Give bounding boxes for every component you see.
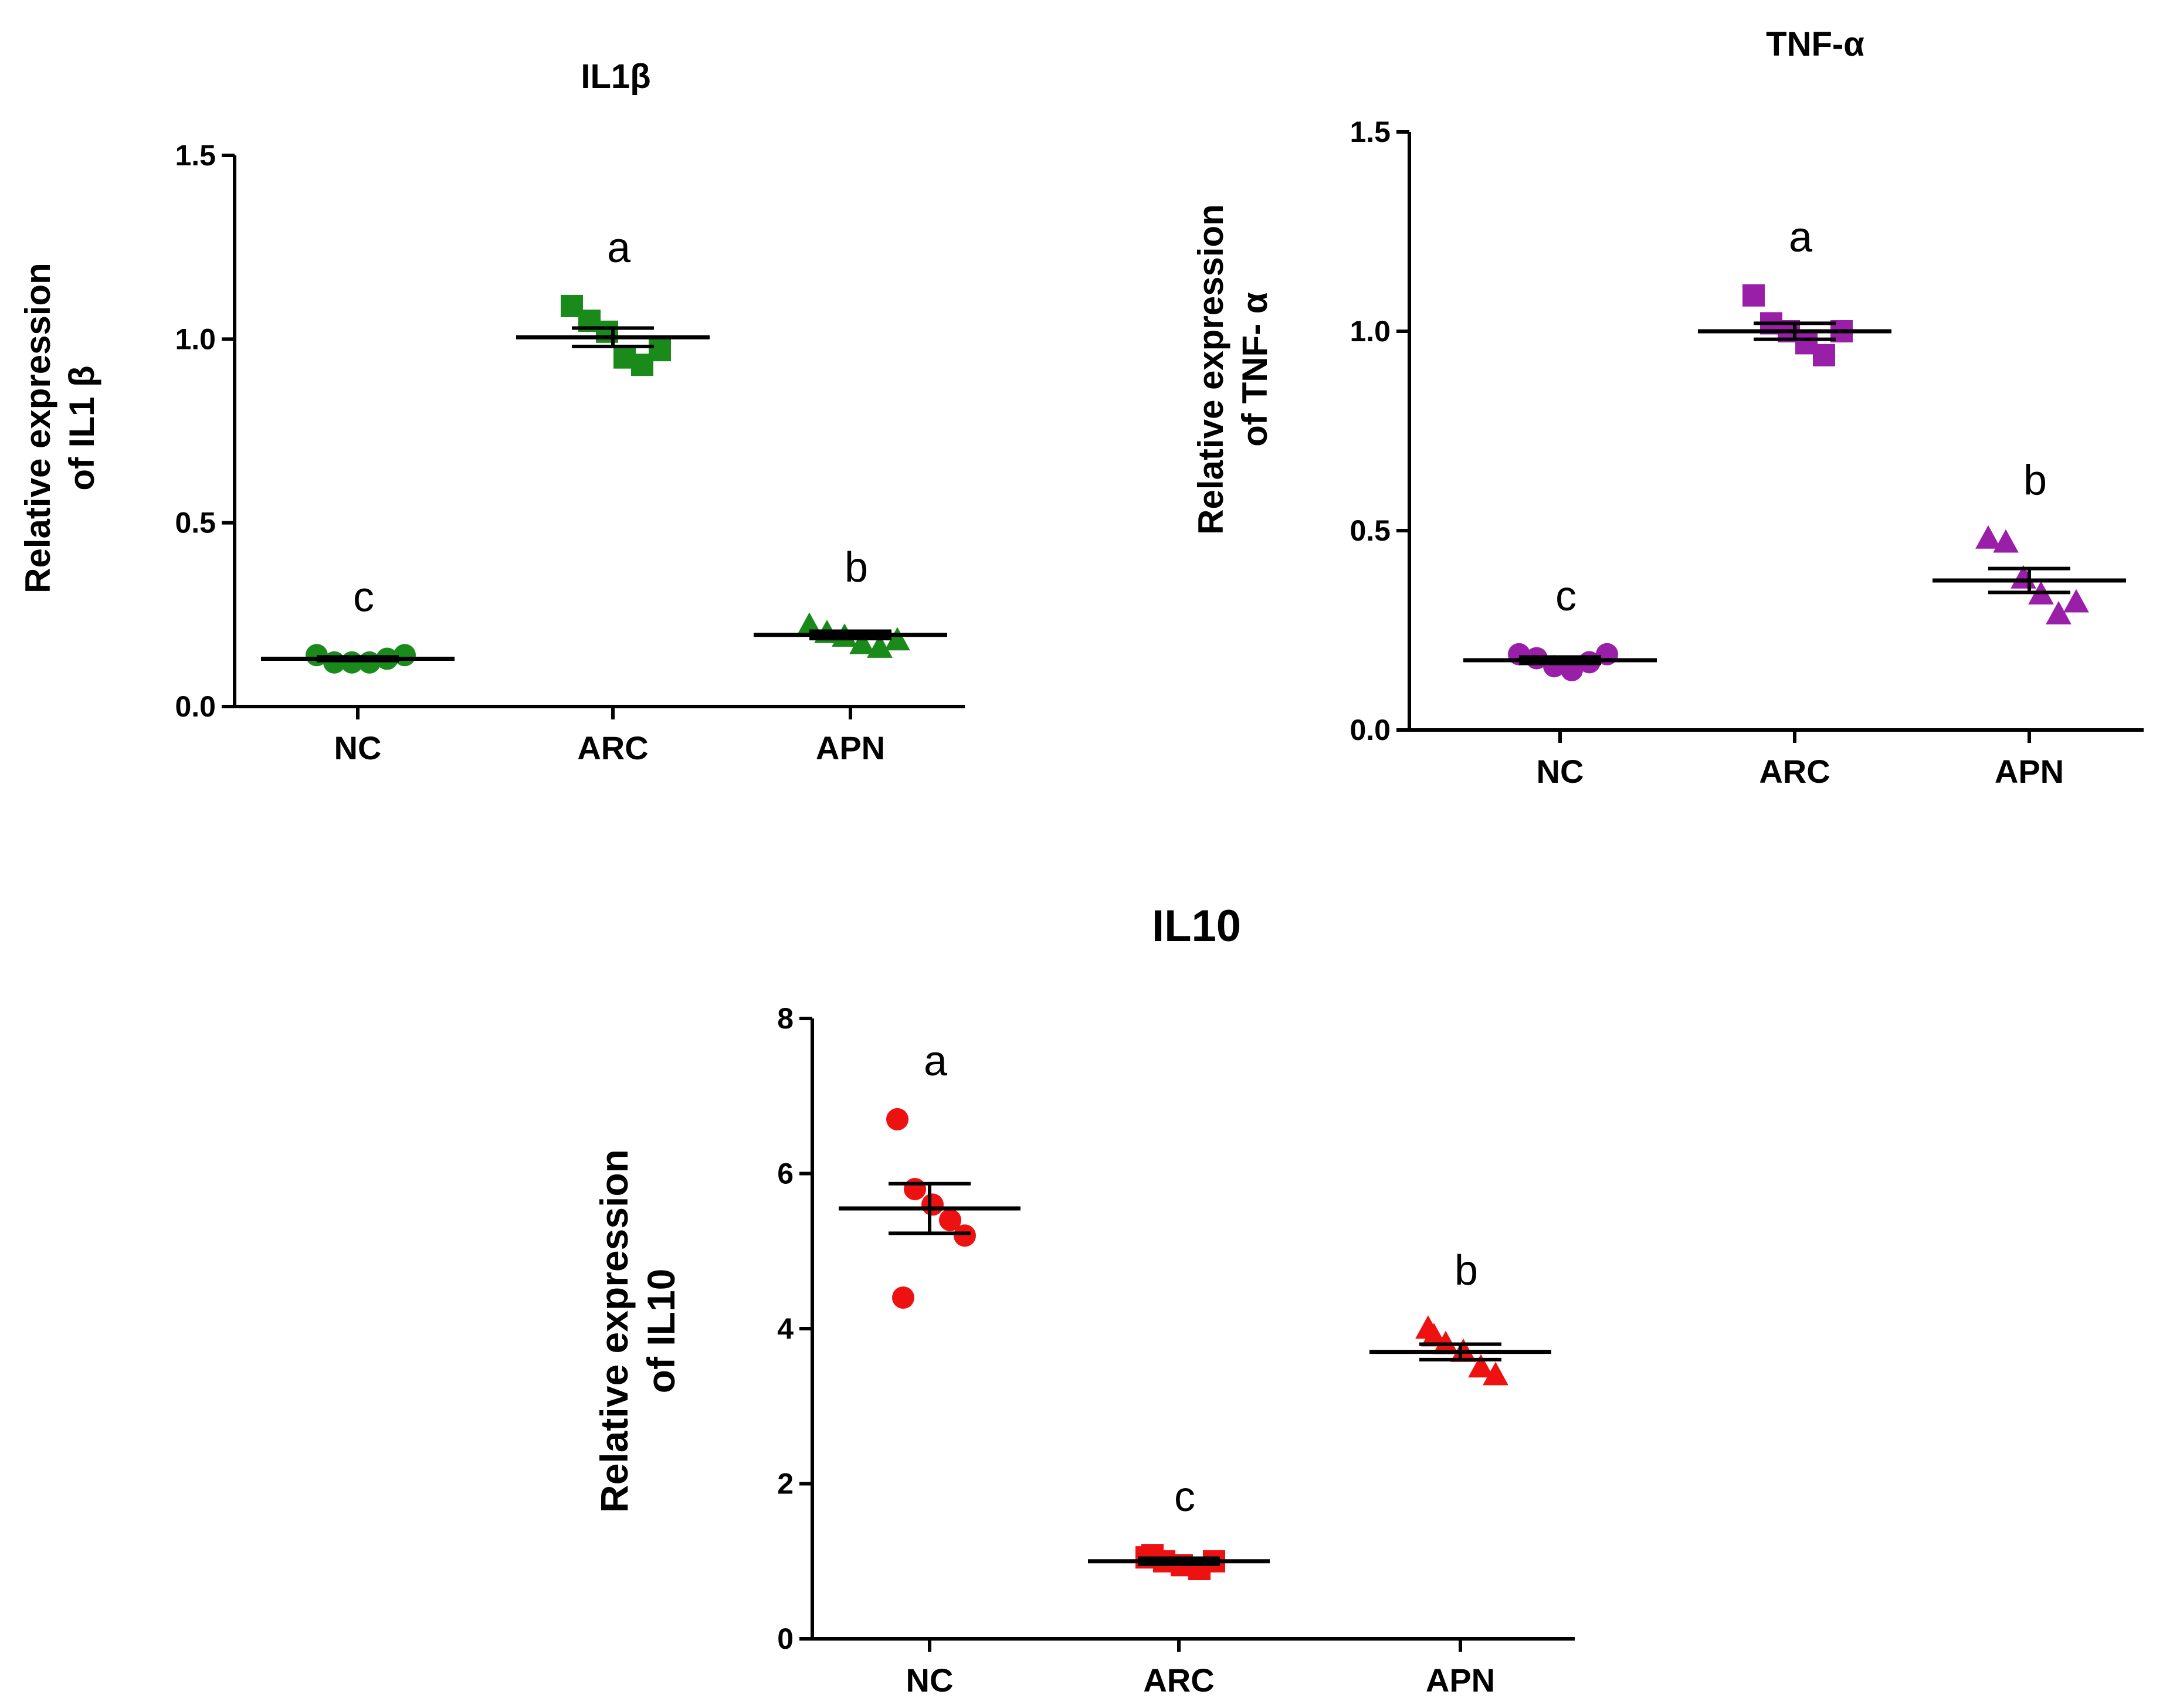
y-tick-label: 0.5 [1350, 514, 1391, 547]
data-point [849, 630, 875, 654]
y-axis-title-line1: Relative expression [1191, 204, 1230, 535]
group-APN: b [1369, 1247, 1551, 1386]
y-tick-label: 2 [777, 1468, 794, 1500]
chart-3: IL10 Relative expression of IL10 0 2 4 6 8 NC ARC… [592, 901, 1575, 1699]
y-axis-title-line2: of IL10 [639, 1269, 683, 1394]
group-NC: c [1463, 573, 1657, 681]
significance-letter: a [1789, 214, 1813, 261]
data-point [2063, 589, 2089, 613]
group-APN: b [1933, 457, 2126, 624]
y-tick-label: 1.0 [1350, 315, 1391, 348]
significance-letter: b [845, 544, 868, 591]
group-ARC: c [1088, 1473, 1270, 1580]
chart-title: TNF-α [1766, 25, 1864, 63]
significance-letter: a [607, 225, 631, 271]
data-point [1468, 1354, 1494, 1378]
data-point [904, 1177, 926, 1200]
x-tick-label: ARC [1759, 753, 1830, 790]
x-tick-label: APN [816, 729, 885, 766]
x-tick-label: APN [1426, 1662, 1495, 1699]
chart-title: IL1β [581, 57, 650, 96]
y-tick-label: 1.5 [1350, 116, 1391, 148]
data-point [954, 1224, 976, 1247]
y-tick-label: 4 [777, 1312, 794, 1345]
data-point [1421, 1323, 1447, 1347]
y-tick-label: 8 [777, 1002, 794, 1035]
x-tick-label: ARC [1143, 1662, 1214, 1699]
data-point [596, 320, 618, 343]
x-tick-label: APN [1995, 753, 2064, 790]
y-axis-title-line1: Relative expression [592, 1149, 636, 1513]
chart-2: TNF-α Relative expression of TNF- α 0.0 0.5 1… [1191, 25, 2144, 790]
significance-letter: c [353, 573, 374, 620]
group-NC: c [261, 573, 455, 674]
chart-title: IL10 [1152, 901, 1241, 951]
data-point [884, 627, 910, 651]
data-point [649, 339, 671, 362]
data-point [939, 1208, 961, 1231]
data-point [1975, 525, 2001, 549]
group-APN: b [754, 544, 947, 658]
significance-letter: b [1455, 1247, 1478, 1294]
data-point [1813, 344, 1835, 366]
x-tick-label: NC [906, 1662, 954, 1699]
chart-1: IL1β Relative expression of IL1 β 0.0 0.5 1.0… [18, 57, 965, 766]
x-tick-label: NC [1537, 753, 1584, 790]
x-tick-label: ARC [577, 729, 648, 766]
data-point [394, 644, 416, 667]
data-point [892, 1286, 914, 1309]
significance-letter: b [2023, 457, 2047, 504]
group-ARC: a [1698, 214, 1891, 366]
data-point [886, 1108, 908, 1130]
y-tick-label: 1.0 [175, 322, 216, 355]
data-point [1993, 529, 2019, 553]
y-axis-title-line2: of TNF- α [1235, 292, 1274, 447]
y-tick-label: 0 [777, 1622, 794, 1655]
data-point [1483, 1361, 1508, 1386]
data-point [867, 634, 893, 658]
significance-letter: a [924, 1038, 948, 1085]
x-tick-label: NC [334, 729, 382, 766]
y-tick-label: 0.5 [175, 507, 216, 539]
group-NC: a [839, 1038, 1021, 1309]
data-point [2046, 601, 2072, 624]
y-tick-label: 1.5 [175, 139, 216, 172]
group-ARC: a [516, 225, 710, 376]
data-point [1742, 284, 1765, 307]
data-point [921, 1193, 944, 1216]
significance-letter: c [1555, 573, 1577, 620]
y-axis-title-line2: of IL1 β [62, 365, 101, 490]
y-axis-title-line1: Relative expression [18, 263, 57, 593]
y-tick-label: 0.0 [1350, 714, 1391, 746]
significance-letter: c [1174, 1473, 1195, 1520]
y-tick-label: 0.0 [175, 690, 216, 723]
y-tick-label: 6 [777, 1157, 794, 1190]
